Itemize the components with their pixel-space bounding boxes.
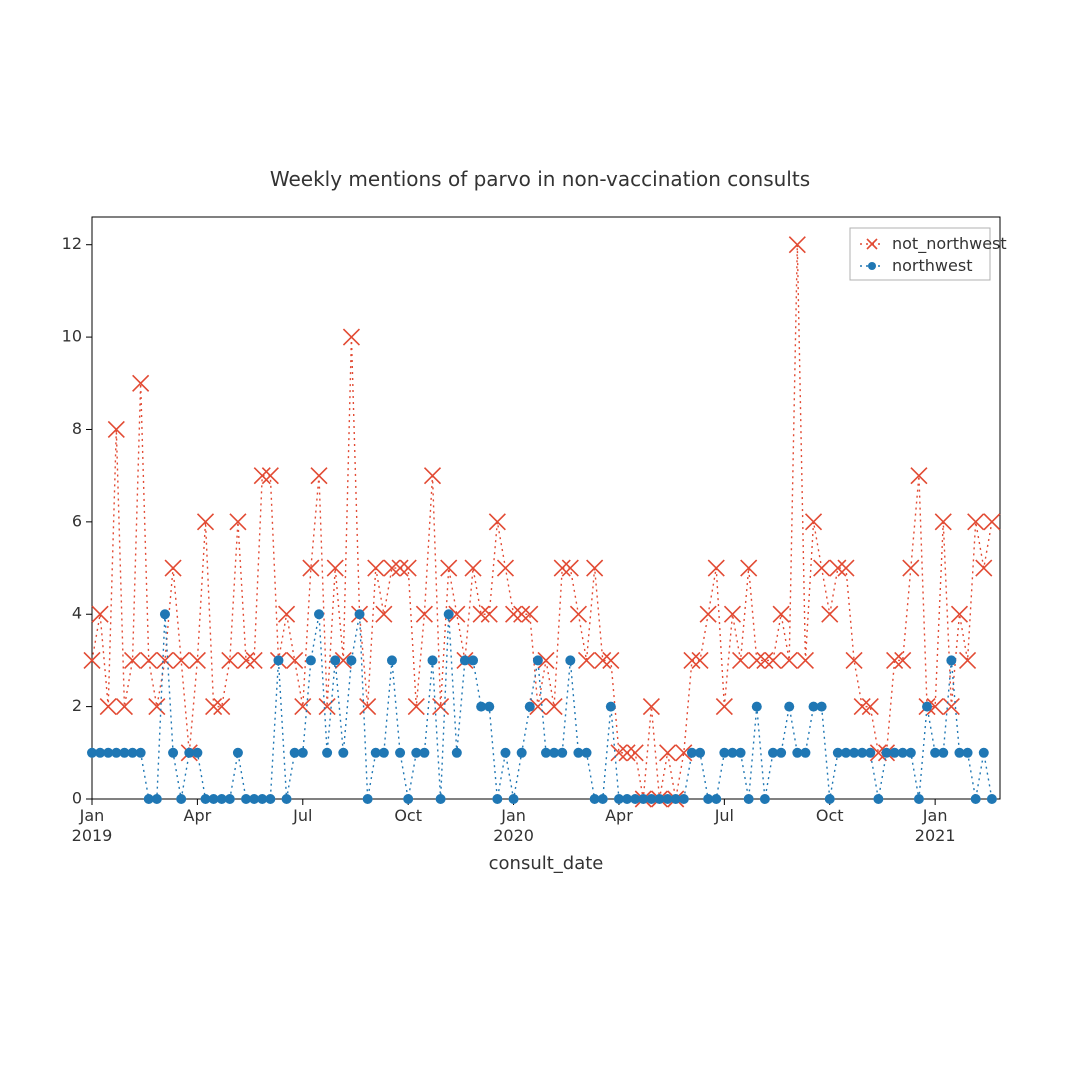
y-tick-label: 0 [72, 789, 82, 808]
y-tick-label: 6 [72, 511, 82, 530]
x-tick-month: Oct [394, 806, 422, 825]
x-tick-month: Apr [605, 806, 633, 825]
y-tick-label: 10 [62, 327, 82, 346]
x-tick-month: Jul [714, 806, 734, 825]
x-tick-month: Jan [79, 806, 105, 825]
x-tick-year: 2021 [915, 826, 956, 845]
legend: not_northwest northwest [850, 228, 1007, 280]
series-not_northwest [84, 237, 1000, 807]
line-chart: 024681012Jan2019AprJulOctJan2020AprJulOc… [0, 0, 1080, 1080]
x-tick-month: Oct [816, 806, 844, 825]
x-tick-year: 2020 [493, 826, 534, 845]
series-northwest [87, 609, 997, 804]
legend-label: not_northwest [892, 234, 1007, 254]
plot-frame [92, 217, 1000, 799]
x-tick-month: Jan [922, 806, 948, 825]
x-tick-month: Apr [184, 806, 212, 825]
x-tick-year: 2019 [72, 826, 113, 845]
y-tick-label: 8 [72, 419, 82, 438]
x-axis-label: consult_date [489, 853, 604, 874]
x-tick-month: Jan [500, 806, 526, 825]
y-tick-label: 2 [72, 696, 82, 715]
x-tick-month: Jul [292, 806, 312, 825]
y-tick-label: 12 [62, 234, 82, 253]
y-tick-label: 4 [72, 604, 82, 623]
legend-label: northwest [892, 256, 972, 275]
